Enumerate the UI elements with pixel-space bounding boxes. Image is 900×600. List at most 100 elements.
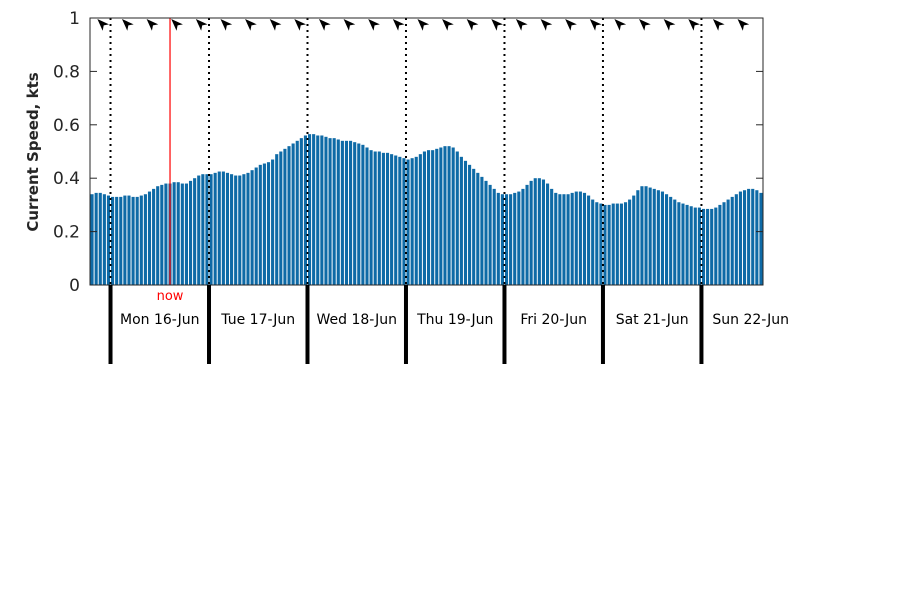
speed-bar bbox=[365, 147, 369, 285]
direction-arrow bbox=[245, 19, 257, 31]
day-label: Tue 17-Jun bbox=[220, 312, 295, 328]
speed-bar bbox=[373, 151, 377, 285]
speed-bar bbox=[619, 203, 623, 285]
direction-arrow bbox=[589, 19, 602, 31]
speed-bar bbox=[160, 184, 164, 286]
direction-arrow bbox=[515, 19, 528, 31]
speed-bar bbox=[562, 194, 566, 285]
speed-bar bbox=[369, 150, 373, 285]
direction-arrow bbox=[565, 19, 577, 31]
speed-bar bbox=[295, 140, 299, 285]
speed-bar bbox=[738, 191, 742, 285]
speed-bar bbox=[742, 190, 747, 285]
speed-bar bbox=[500, 194, 504, 285]
direction-arrow bbox=[466, 19, 479, 31]
day-label: Thu 19-Jun bbox=[416, 312, 493, 328]
day-label: Mon 16-Jun bbox=[120, 312, 200, 328]
speed-bar bbox=[377, 151, 381, 285]
direction-arrow bbox=[688, 19, 700, 31]
speed-bar bbox=[135, 196, 139, 285]
speed-bar bbox=[344, 140, 349, 285]
speed-bar bbox=[152, 188, 156, 285]
y-tick-label: 0.2 bbox=[53, 223, 80, 243]
speed-bar bbox=[509, 194, 513, 285]
speed-bar bbox=[131, 196, 135, 285]
speed-bar bbox=[230, 174, 234, 285]
speed-bar bbox=[172, 182, 176, 285]
speed-bar bbox=[492, 188, 496, 285]
speed-bar bbox=[307, 134, 312, 285]
speed-bar bbox=[615, 203, 619, 285]
speed-bar bbox=[623, 202, 628, 285]
speed-bar bbox=[410, 158, 414, 285]
speed-bar bbox=[656, 190, 660, 285]
speed-bar bbox=[587, 195, 591, 285]
speed-bar bbox=[283, 148, 287, 285]
now-marker: now bbox=[157, 18, 184, 304]
speed-bar bbox=[139, 195, 143, 285]
speed-bar bbox=[648, 187, 652, 285]
speed-bar bbox=[759, 192, 763, 285]
speed-bar bbox=[111, 196, 115, 285]
speed-bar bbox=[673, 199, 677, 285]
day-label: Sat 21-Jun bbox=[616, 312, 689, 328]
speed-bar bbox=[279, 151, 283, 285]
day-label: Fri 20-Jun bbox=[520, 312, 587, 328]
speed-bar bbox=[406, 159, 410, 285]
direction-arrow bbox=[121, 19, 134, 31]
speed-bar bbox=[681, 203, 685, 285]
direction-arrow bbox=[491, 19, 503, 31]
speed-bar bbox=[603, 204, 607, 285]
speed-bar bbox=[599, 203, 603, 285]
speed-bar bbox=[336, 139, 340, 285]
speed-bar bbox=[488, 184, 492, 286]
speed-bar bbox=[254, 167, 258, 285]
speed-bar bbox=[665, 194, 669, 285]
day-separator-lines bbox=[109, 18, 703, 285]
speed-bar bbox=[217, 171, 221, 285]
speed-bar bbox=[328, 138, 332, 285]
direction-arrows bbox=[97, 19, 750, 31]
speed-bar bbox=[697, 207, 701, 285]
direction-arrow bbox=[318, 19, 331, 31]
speed-bar bbox=[669, 196, 673, 285]
speed-bar bbox=[722, 202, 726, 285]
speed-bar bbox=[238, 175, 242, 285]
speed-bar bbox=[755, 190, 759, 285]
direction-arrow bbox=[712, 19, 725, 31]
speed-bar bbox=[517, 191, 521, 285]
direction-arrow bbox=[368, 19, 380, 31]
speed-bar bbox=[193, 178, 197, 285]
speed-bar bbox=[201, 174, 205, 285]
speed-bar bbox=[303, 135, 307, 285]
speed-bar bbox=[147, 191, 152, 285]
speed-bar bbox=[316, 135, 320, 285]
speed-bar bbox=[607, 204, 611, 285]
speed-bar bbox=[578, 191, 582, 285]
speed-bar bbox=[640, 186, 644, 285]
speed-bar bbox=[480, 176, 484, 285]
speed-bar bbox=[504, 194, 509, 285]
speed-bar bbox=[591, 199, 595, 285]
direction-arrow bbox=[97, 19, 110, 31]
speed-bar bbox=[398, 156, 402, 285]
speed-bar bbox=[106, 195, 111, 285]
speed-bar bbox=[115, 196, 119, 285]
speed-bar bbox=[332, 138, 336, 285]
speed-bar bbox=[513, 192, 517, 285]
bars-layer bbox=[90, 134, 763, 286]
speed-bar bbox=[205, 174, 209, 285]
speed-bar bbox=[414, 156, 418, 285]
speed-bar bbox=[90, 194, 94, 285]
speed-bar bbox=[221, 171, 225, 285]
speed-bar bbox=[730, 196, 734, 285]
speed-bar bbox=[271, 159, 275, 285]
speed-bar bbox=[340, 140, 344, 285]
speed-bar bbox=[275, 154, 279, 285]
speed-bar bbox=[197, 175, 201, 285]
direction-arrow bbox=[392, 19, 405, 31]
y-tick-label: 0.6 bbox=[53, 116, 80, 136]
now-label: now bbox=[157, 289, 184, 304]
speed-bar bbox=[127, 195, 131, 285]
